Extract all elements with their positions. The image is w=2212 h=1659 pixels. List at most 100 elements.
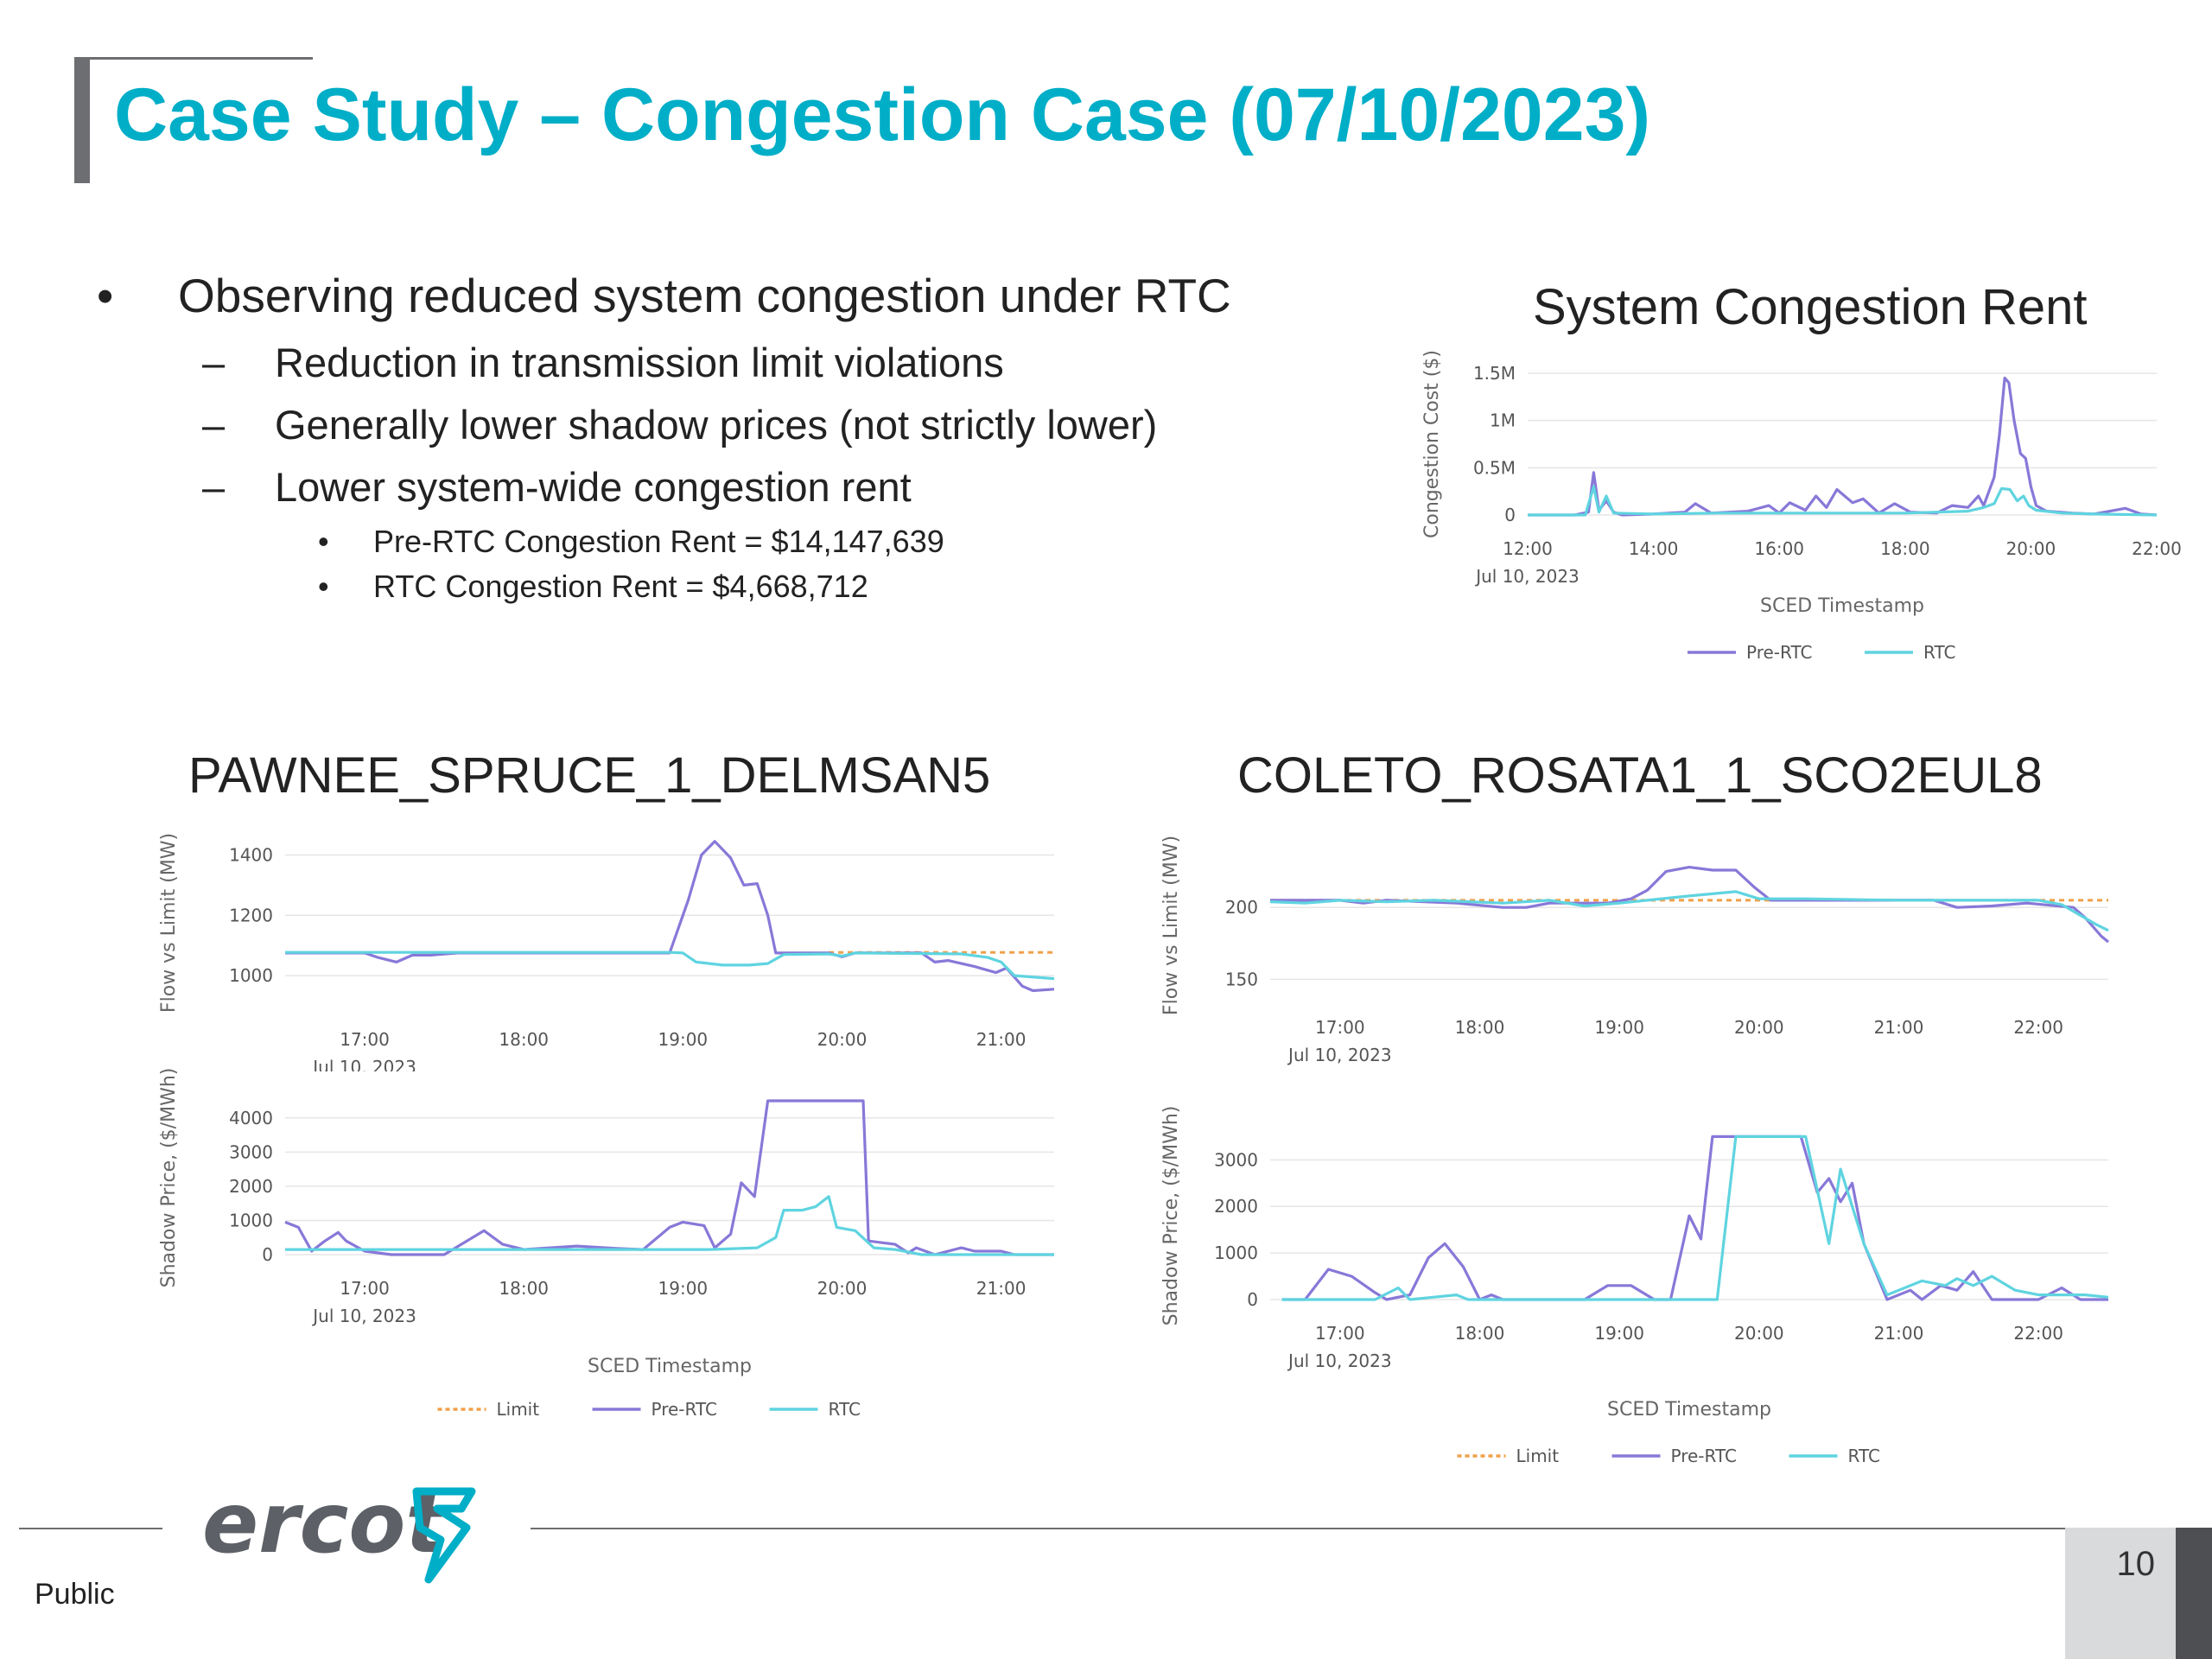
x-tick-label: 20:00 xyxy=(1734,1017,1784,1038)
x-tick-label: 21:00 xyxy=(1874,1017,1924,1038)
y-tick-label: 1000 xyxy=(229,965,273,986)
y-tick-label: 1.5M xyxy=(1473,363,1516,384)
coleto-price-chart: 0 1000 2000 3000 17:00 18:00 19:00 20:00 21:00 22… xyxy=(1160,1106,2109,1466)
y-tick-label: 0 xyxy=(262,1244,273,1265)
x-tick-label: 18:00 xyxy=(1455,1017,1505,1038)
x-tick-label: 21:00 xyxy=(1874,1323,1924,1344)
bullet-text: Pre-RTC Congestion Rent = $14,147,639 xyxy=(373,524,944,559)
page-number-bar xyxy=(2176,1528,2212,1659)
y-tick-label: 3000 xyxy=(1214,1149,1258,1170)
y-tick-label: 3000 xyxy=(229,1141,273,1162)
x-tick-label: 19:00 xyxy=(658,1278,709,1299)
x-tick-label: 19:00 xyxy=(658,1029,709,1050)
chart-title-pawnee: PAWNEE_SPRUCE_1_DELMSAN5 xyxy=(188,747,991,804)
x-tick-label: 18:00 xyxy=(1880,538,1930,559)
x-tick-label: 22:00 xyxy=(2013,1017,2063,1038)
x-tick-label: 17:00 xyxy=(1315,1017,1365,1038)
bullet-text: Observing reduced system congestion unde… xyxy=(178,269,1231,322)
y-tick-label: 1000 xyxy=(229,1210,273,1230)
y-tick-label: 0 xyxy=(1247,1289,1258,1310)
series-line-pre-rtc xyxy=(1281,1135,2108,1301)
series-line-rtc xyxy=(285,1195,1054,1256)
y-tick-label: 1000 xyxy=(1214,1243,1258,1263)
chart-title-coleto: COLETO_ROSATA1_1_SCO2EUL8 xyxy=(1237,747,2043,804)
y-tick-label: 0 xyxy=(1504,505,1516,525)
bullet-mark: – xyxy=(202,402,226,448)
x-tick-label: 22:00 xyxy=(2013,1323,2063,1344)
coleto-flow-chart: 150 200 17:00 18:00 19:00 20:00 21:00 22:00 Jul … xyxy=(1160,836,2110,1065)
legend-label: Pre-RTC xyxy=(1746,642,1812,663)
bullet-text: Generally lower shadow prices (not stric… xyxy=(275,402,1158,448)
x-tick-label: 20:00 xyxy=(817,1029,868,1050)
title-accent-bar xyxy=(74,57,90,183)
series-line-pre-rtc xyxy=(1528,376,2158,517)
legend-label: Limit xyxy=(1516,1446,1560,1466)
x-tick-label: 20:00 xyxy=(2006,538,2056,559)
x-tick-label: 18:00 xyxy=(499,1278,549,1299)
x-tick-label: 20:00 xyxy=(1734,1323,1784,1344)
congestion-rent-chart: 0 0.5M 1M 1.5M 12:00 14:00 16:00 18:00 20:00 22:0… xyxy=(1421,350,2182,663)
x-date-label: Jul 10, 2023 xyxy=(311,1057,416,1071)
x-tick-label: 19:00 xyxy=(1594,1323,1644,1344)
x-date-label: Jul 10, 2023 xyxy=(1474,566,1580,587)
bullet-text: RTC Congestion Rent = $4,668,712 xyxy=(373,569,868,604)
y-tick-label: 1400 xyxy=(229,844,273,865)
footer-divider xyxy=(531,1528,2069,1529)
y-axis-label: Flow vs Limit (MW) xyxy=(158,833,180,1013)
series-line-rtc xyxy=(1281,1135,2109,1301)
y-tick-label: 150 xyxy=(1225,969,1258,989)
legend-label: Pre-RTC xyxy=(1671,1446,1737,1466)
x-tick-label: 17:00 xyxy=(340,1278,390,1299)
x-tick-label: 21:00 xyxy=(976,1278,1027,1299)
x-tick-label: 19:00 xyxy=(1594,1017,1644,1038)
bullet-mark: – xyxy=(202,464,226,510)
y-tick-label: 1200 xyxy=(229,905,273,925)
y-axis-label: Flow vs Limit (MW) xyxy=(1160,836,1182,1015)
x-tick-label: 17:00 xyxy=(340,1029,390,1050)
legend-label: Pre-RTC xyxy=(652,1399,717,1420)
x-date-label: Jul 10, 2023 xyxy=(1287,1045,1392,1065)
series-line-pre-rtc xyxy=(284,1099,1054,1256)
legend-label: Limit xyxy=(497,1399,540,1420)
page-title: Case Study – Congestion Case (07/10/2023… xyxy=(114,73,1651,156)
y-tick-label: 200 xyxy=(1225,897,1258,918)
series-line-rtc xyxy=(1528,485,2158,517)
series-line-rtc xyxy=(285,950,1055,981)
y-tick-label: 1M xyxy=(1490,410,1516,431)
legend-label: RTC xyxy=(1923,642,1955,663)
x-tick-label: 16:00 xyxy=(1754,538,1804,559)
bullet-mark: • xyxy=(318,569,329,604)
title-accent-top xyxy=(74,57,313,60)
legend-label: RTC xyxy=(829,1399,861,1420)
chart-title-rent: System Congestion Rent xyxy=(1533,279,2088,335)
page-number-box xyxy=(2065,1528,2176,1659)
y-tick-label: 4000 xyxy=(229,1108,273,1128)
x-tick-label: 14:00 xyxy=(1629,538,1679,559)
x-tick-label: 17:00 xyxy=(1315,1323,1365,1344)
x-tick-label: 21:00 xyxy=(976,1029,1027,1050)
bullet-text: Reduction in transmission limit violatio… xyxy=(275,340,1004,385)
y-axis-label: Congestion Cost ($) xyxy=(1421,350,1443,538)
pawnee-price-chart: 0 1000 2000 3000 4000 17:00 18:00 19:00 20:00 21:… xyxy=(158,1068,1054,1420)
x-date-label: Jul 10, 2023 xyxy=(1287,1351,1392,1371)
bullet-mark: – xyxy=(202,340,226,385)
bullet-text: Lower system-wide congestion rent xyxy=(275,464,912,510)
x-date-label: Jul 10, 2023 xyxy=(311,1306,416,1326)
x-axis-label: SCED Timestamp xyxy=(588,1356,752,1377)
y-tick-label: 2000 xyxy=(229,1176,273,1197)
series-line-pre-rtc xyxy=(1270,865,2110,944)
y-tick-label: 2000 xyxy=(1214,1196,1258,1217)
y-axis-label: Shadow Price, ($/MWh) xyxy=(158,1068,180,1288)
y-axis-label: Shadow Price, ($/MWh) xyxy=(1160,1106,1182,1326)
series-line-pre-rtc xyxy=(285,840,1055,993)
x-tick-label: 12:00 xyxy=(1503,538,1553,559)
series-line-rtc xyxy=(1269,890,2109,932)
logo-text: ercot xyxy=(202,1475,448,1572)
y-tick-label: 0.5M xyxy=(1473,457,1516,478)
pawnee-flow-chart: 1000 1200 1400 17:00 18:00 19:00 20:00 21:00 Jul… xyxy=(158,833,1055,1071)
lightning-icon xyxy=(412,1487,476,1584)
x-tick-label: 22:00 xyxy=(2132,538,2182,559)
legend-label: RTC xyxy=(1848,1446,1880,1466)
ercot-logo: ercot xyxy=(202,1475,476,1584)
x-tick-label: 20:00 xyxy=(817,1278,868,1299)
